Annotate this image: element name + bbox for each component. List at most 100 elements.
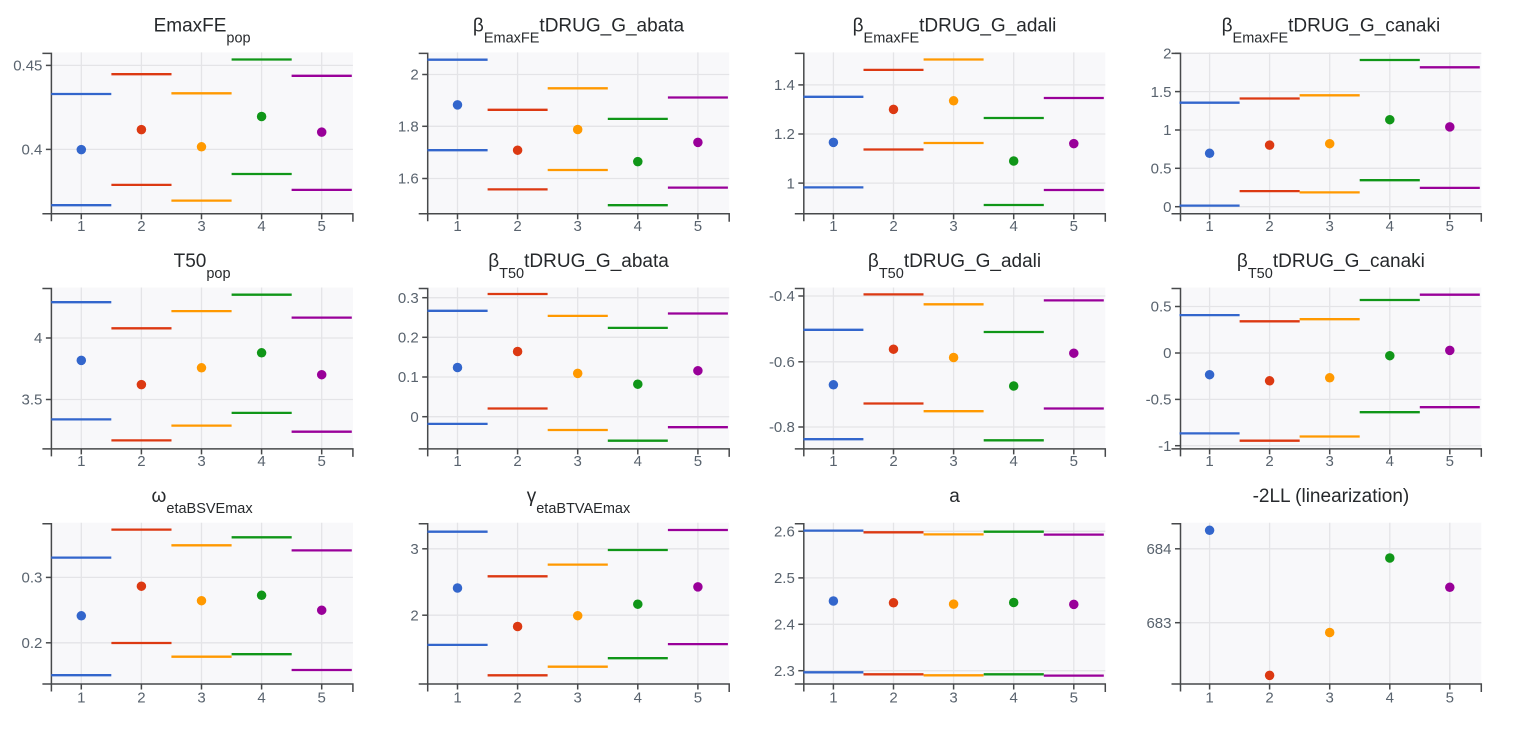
svg-text:4: 4 xyxy=(634,453,642,470)
svg-text:1.2: 1.2 xyxy=(774,126,795,143)
svg-text:2: 2 xyxy=(410,67,418,84)
svg-text:ωetaBSVEmax​: ωetaBSVEmax​ xyxy=(152,486,254,517)
svg-text:1: 1 xyxy=(77,218,85,235)
svg-text:4: 4 xyxy=(634,690,642,707)
svg-text:4: 4 xyxy=(1386,453,1394,470)
svg-text:1: 1 xyxy=(1205,218,1213,235)
svg-text:2.3: 2.3 xyxy=(774,663,795,680)
svg-text:1: 1 xyxy=(1205,690,1213,707)
svg-text:5: 5 xyxy=(694,453,702,470)
svg-text:1: 1 xyxy=(77,690,85,707)
svg-text:2: 2 xyxy=(513,218,521,235)
svg-text:3: 3 xyxy=(949,218,957,235)
svg-text:1: 1 xyxy=(829,453,837,470)
svg-text:1: 1 xyxy=(77,453,85,470)
svg-text:4: 4 xyxy=(1386,218,1394,235)
svg-text:2.5: 2.5 xyxy=(774,570,795,587)
svg-text:3: 3 xyxy=(1326,218,1334,235)
svg-text:5: 5 xyxy=(318,218,326,235)
svg-text:683: 683 xyxy=(1146,615,1171,632)
svg-text:1: 1 xyxy=(829,690,837,707)
svg-text:1: 1 xyxy=(786,175,794,192)
svg-text:2.4: 2.4 xyxy=(774,617,795,634)
svg-text:0.5: 0.5 xyxy=(1151,299,1172,316)
svg-text:5: 5 xyxy=(1446,690,1454,707)
svg-text:5: 5 xyxy=(1070,690,1078,707)
svg-text:EmaxFEpop​: EmaxFEpop​ xyxy=(154,16,251,47)
svg-text:4: 4 xyxy=(34,330,42,347)
svg-text:2: 2 xyxy=(137,453,145,470)
svg-text:-1: -1 xyxy=(1158,438,1171,455)
svg-text:1.6: 1.6 xyxy=(398,171,419,188)
svg-text:a: a xyxy=(949,486,960,507)
svg-text:1.8: 1.8 xyxy=(398,119,419,136)
svg-text:5: 5 xyxy=(1070,218,1078,235)
svg-text:βT50​tDRUG_G_canaki: βT50​tDRUG_G_canaki xyxy=(1237,251,1425,282)
svg-text:5: 5 xyxy=(694,690,702,707)
svg-text:3: 3 xyxy=(574,453,582,470)
svg-text:0.3: 0.3 xyxy=(398,290,419,307)
svg-text:1: 1 xyxy=(453,690,461,707)
svg-text:2: 2 xyxy=(137,690,145,707)
svg-text:1: 1 xyxy=(1205,453,1213,470)
svg-text:βEmaxFE​tDRUG_G_abata: βEmaxFE​tDRUG_G_abata xyxy=(473,16,685,47)
svg-text:βEmaxFE​tDRUG_G_canaki: βEmaxFE​tDRUG_G_canaki xyxy=(1222,16,1441,47)
svg-text:4: 4 xyxy=(1010,690,1018,707)
svg-text:4: 4 xyxy=(1010,218,1018,235)
svg-text:3: 3 xyxy=(1326,690,1334,707)
svg-text:4: 4 xyxy=(634,218,642,235)
svg-text:T50pop​: T50pop​ xyxy=(174,251,231,282)
svg-text:γetaBTVAEmax​: γetaBTVAEmax​ xyxy=(527,486,631,517)
svg-text:5: 5 xyxy=(1446,218,1454,235)
svg-text:2: 2 xyxy=(1265,690,1273,707)
svg-text:4: 4 xyxy=(1386,690,1394,707)
svg-text:4: 4 xyxy=(257,218,265,235)
svg-text:3: 3 xyxy=(574,218,582,235)
svg-text:0.2: 0.2 xyxy=(398,330,419,347)
svg-text:2: 2 xyxy=(889,690,897,707)
svg-text:2: 2 xyxy=(513,690,521,707)
svg-text:-0.4: -0.4 xyxy=(769,288,795,305)
svg-text:5: 5 xyxy=(318,690,326,707)
svg-text:0.4: 0.4 xyxy=(22,142,43,159)
svg-text:2: 2 xyxy=(1163,46,1171,63)
svg-text:0.5: 0.5 xyxy=(1151,161,1172,178)
svg-text:0.45: 0.45 xyxy=(13,58,42,75)
svg-text:3: 3 xyxy=(197,690,205,707)
svg-text:-2LL (linearization): -2LL (linearization) xyxy=(1253,486,1410,507)
svg-text:βEmaxFE​tDRUG_G_adali: βEmaxFE​tDRUG_G_adali xyxy=(853,16,1057,47)
svg-text:βT50​tDRUG_G_adali: βT50​tDRUG_G_adali xyxy=(868,251,1041,282)
svg-text:4: 4 xyxy=(1010,453,1018,470)
svg-text:4: 4 xyxy=(257,453,265,470)
svg-text:5: 5 xyxy=(1446,453,1454,470)
svg-text:βT50​tDRUG_G_abata: βT50​tDRUG_G_abata xyxy=(488,251,669,282)
svg-text:3: 3 xyxy=(574,690,582,707)
svg-text:2: 2 xyxy=(410,607,418,624)
svg-text:1: 1 xyxy=(1163,122,1171,139)
svg-text:3: 3 xyxy=(1326,453,1334,470)
svg-text:0: 0 xyxy=(410,409,418,426)
svg-text:1.5: 1.5 xyxy=(1151,84,1172,101)
svg-text:3: 3 xyxy=(410,541,418,558)
svg-text:3.5: 3.5 xyxy=(22,392,43,409)
svg-text:4: 4 xyxy=(257,690,265,707)
svg-text:0: 0 xyxy=(1163,199,1171,216)
svg-text:5: 5 xyxy=(318,453,326,470)
svg-text:-0.6: -0.6 xyxy=(769,354,795,371)
svg-text:0.3: 0.3 xyxy=(22,570,43,587)
svg-text:2: 2 xyxy=(513,453,521,470)
svg-text:3: 3 xyxy=(949,453,957,470)
svg-text:0: 0 xyxy=(1163,345,1171,362)
svg-text:684: 684 xyxy=(1146,541,1171,558)
svg-text:2: 2 xyxy=(1265,218,1273,235)
svg-text:1: 1 xyxy=(453,453,461,470)
svg-text:0.1: 0.1 xyxy=(398,369,419,386)
svg-text:-0.5: -0.5 xyxy=(1146,392,1172,409)
svg-text:5: 5 xyxy=(1070,453,1078,470)
svg-text:0.2: 0.2 xyxy=(22,635,43,652)
svg-text:1.4: 1.4 xyxy=(774,77,795,94)
svg-text:1: 1 xyxy=(829,218,837,235)
svg-text:3: 3 xyxy=(197,218,205,235)
svg-text:2: 2 xyxy=(137,218,145,235)
svg-text:2: 2 xyxy=(889,453,897,470)
